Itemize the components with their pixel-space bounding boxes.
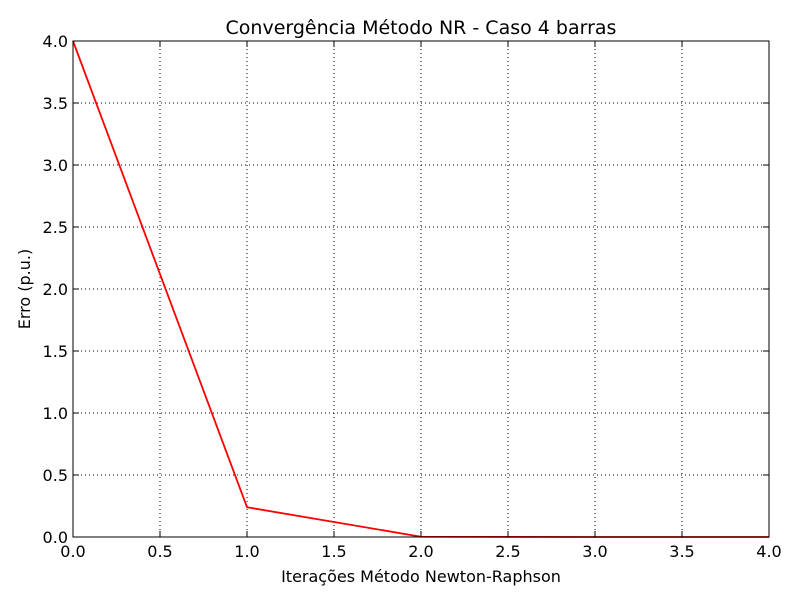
y-axis-label: Erro (p.u.)	[15, 249, 34, 329]
y-tick-label: 0.0	[43, 528, 68, 547]
y-tick-label: 2.5	[43, 218, 68, 237]
x-tick-label: 1.5	[321, 542, 346, 561]
grid-lines	[72, 40, 770, 538]
x-tick-label: 3.0	[582, 542, 607, 561]
x-axis-label: Iterações Método Newton-Raphson	[281, 567, 561, 586]
y-tick-label: 1.0	[43, 404, 68, 423]
y-tick-label: 1.5	[43, 342, 68, 361]
x-tick-label: 0.5	[147, 542, 172, 561]
tick-marks	[72, 40, 770, 538]
y-axis-tick-labels: 0.0 0.5 1.0 1.5 2.0 2.5 3.0 3.5 4.0	[43, 32, 68, 547]
chart-title: Convergência Método NR - Caso 4 barras	[226, 17, 617, 39]
x-axis-tick-labels: 0.0 0.5 1.0 1.5 2.0 2.5 3.0 3.5 4.0	[60, 542, 781, 561]
x-tick-label: 2.0	[408, 542, 433, 561]
x-tick-label: 4.0	[756, 542, 781, 561]
x-tick-label: 0.0	[60, 542, 85, 561]
y-tick-label: 3.5	[43, 94, 68, 113]
y-tick-label: 0.5	[43, 466, 68, 485]
x-tick-label: 2.5	[495, 542, 520, 561]
y-tick-label: 2.0	[43, 280, 68, 299]
y-tick-label: 4.0	[43, 32, 68, 51]
y-tick-label: 3.0	[43, 156, 68, 175]
x-tick-label: 3.5	[669, 542, 694, 561]
x-tick-label: 1.0	[234, 542, 259, 561]
